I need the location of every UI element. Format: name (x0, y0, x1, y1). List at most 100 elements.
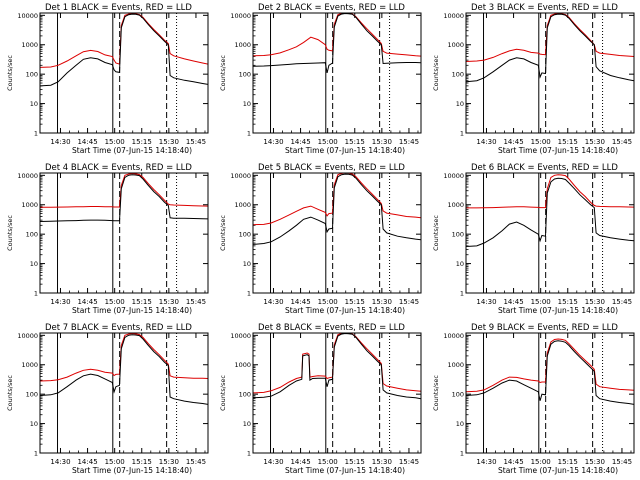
chart-panel-det-7: Det 7 BLACK = Events, RED = LLD Counts/se… (6, 323, 209, 475)
x-tick-label: 15:00 (105, 138, 125, 146)
x-tick-label: 14:45 (290, 138, 310, 146)
chart-panel-det-8: Det 8 BLACK = Events, RED = LLD Counts/se… (219, 323, 422, 475)
x-tick-label: 15:15 (345, 298, 365, 306)
chart-panel-det-9: Det 9 BLACK = Events, RED = LLD Counts/se… (432, 323, 635, 475)
x-tick-label: 15:45 (186, 458, 206, 466)
y-tick-label: 1000 (21, 41, 38, 49)
y-tick-label: 1000 (447, 201, 464, 209)
y-axis-label: Counts/sec (6, 215, 14, 251)
x-tick-label: 15:30 (585, 138, 605, 146)
chart-panel-det-4: Det 4 BLACK = Events, RED = LLD Counts/se… (6, 163, 209, 315)
y-tick-label: 1000 (21, 201, 38, 209)
x-tick-label: 15:30 (159, 138, 179, 146)
chart-title: Det 6 BLACK = Events, RED = LLD (471, 163, 618, 173)
y-tick-label: 1 (34, 290, 38, 298)
x-axis-label: Start Time (07-Jun-15 14:18:40) (285, 146, 405, 155)
x-tick-label: 14:30 (476, 458, 496, 466)
x-tick-label: 15:45 (399, 298, 419, 306)
y-tick-label: 10000 (230, 172, 251, 180)
series-line-events (253, 173, 421, 245)
y-tick-label: 10 (30, 260, 38, 268)
x-tick-label: 14:30 (476, 138, 496, 146)
y-tick-label: 10000 (230, 332, 251, 340)
series-line-events (253, 333, 421, 400)
x-tick-label: 15:15 (345, 138, 365, 146)
plot-frame (39, 332, 209, 454)
y-tick-label: 1 (460, 130, 464, 138)
x-tick-label: 15:45 (186, 298, 206, 306)
plot-frame (465, 172, 635, 294)
chart-panel-det-6: Det 6 BLACK = Events, RED = LLD Counts/se… (432, 163, 635, 315)
y-axis-label: Counts/sec (432, 215, 440, 251)
y-tick-label: 10 (456, 260, 464, 268)
x-tick-label: 14:45 (77, 138, 97, 146)
x-tick-label: 14:30 (263, 298, 283, 306)
y-tick-label: 100 (26, 71, 38, 79)
y-tick-label: 1000 (447, 41, 464, 49)
x-tick-label: 15:15 (558, 298, 578, 306)
plot-frame (252, 332, 422, 454)
x-tick-label: 15:30 (372, 458, 392, 466)
y-tick-label: 100 (452, 231, 464, 239)
x-tick-label: 15:00 (318, 138, 338, 146)
series-line-lld (40, 173, 208, 208)
x-tick-label: 15:30 (585, 458, 605, 466)
x-axis-label: Start Time (07-Jun-15 14:18:40) (285, 306, 405, 315)
x-tick-label: 14:30 (263, 458, 283, 466)
chart-title: Det 8 BLACK = Events, RED = LLD (258, 323, 405, 333)
y-tick-label: 10 (456, 420, 464, 428)
y-tick-label: 100 (452, 71, 464, 79)
y-axis-label: Counts/sec (219, 55, 227, 91)
y-tick-label: 100 (239, 231, 251, 239)
x-tick-label: 15:15 (558, 138, 578, 146)
y-axis-label: Counts/sec (432, 55, 440, 91)
x-tick-label: 15:45 (612, 138, 632, 146)
y-tick-label: 10 (243, 260, 251, 268)
x-tick-label: 15:30 (372, 298, 392, 306)
y-tick-label: 1 (247, 130, 251, 138)
chart-panel-det-5: Det 5 BLACK = Events, RED = LLD Counts/se… (219, 163, 422, 315)
y-tick-label: 10000 (443, 12, 464, 20)
chart-panel-det-2: Det 2 BLACK = Events, RED = LLD Counts/se… (219, 3, 422, 155)
y-tick-label: 1 (34, 130, 38, 138)
plot-frame (39, 172, 209, 294)
chart-panel-det-3: Det 3 BLACK = Events, RED = LLD Counts/se… (432, 3, 635, 155)
x-tick-label: 14:30 (50, 458, 70, 466)
x-tick-label: 15:15 (132, 298, 152, 306)
series-line-lld (40, 13, 208, 68)
x-tick-label: 15:45 (186, 138, 206, 146)
y-tick-label: 10000 (230, 12, 251, 20)
x-tick-label: 14:45 (290, 298, 310, 306)
y-tick-label: 100 (239, 391, 251, 399)
y-tick-label: 1000 (234, 201, 251, 209)
chart-title: Det 2 BLACK = Events, RED = LLD (258, 3, 405, 13)
x-tick-label: 15:00 (531, 458, 551, 466)
chart-title: Det 1 BLACK = Events, RED = LLD (45, 3, 192, 13)
x-tick-label: 15:45 (612, 458, 632, 466)
y-axis-label: Counts/sec (219, 375, 227, 411)
plot-frame (252, 12, 422, 134)
x-axis-label: Start Time (07-Jun-15 14:18:40) (72, 466, 192, 475)
series-line-lld (466, 338, 634, 393)
y-tick-label: 10000 (443, 172, 464, 180)
x-tick-label: 15:15 (132, 458, 152, 466)
x-tick-label: 15:30 (159, 298, 179, 306)
x-tick-label: 15:15 (558, 458, 578, 466)
x-tick-label: 15:45 (399, 458, 419, 466)
plot-frame (39, 12, 209, 134)
x-tick-label: 15:00 (318, 298, 338, 306)
series-line-lld (466, 13, 634, 62)
y-tick-label: 10 (30, 100, 38, 108)
x-tick-label: 15:30 (372, 138, 392, 146)
y-tick-label: 100 (239, 71, 251, 79)
y-axis-label: Counts/sec (6, 55, 14, 91)
y-tick-label: 1 (460, 290, 464, 298)
y-tick-label: 100 (452, 391, 464, 399)
x-tick-label: 14:30 (263, 138, 283, 146)
chart-title: Det 5 BLACK = Events, RED = LLD (258, 163, 405, 173)
x-tick-label: 15:45 (612, 298, 632, 306)
x-tick-label: 14:45 (503, 138, 523, 146)
y-tick-label: 1000 (21, 361, 38, 369)
series-line-events (40, 334, 208, 405)
series-line-events (253, 13, 421, 74)
